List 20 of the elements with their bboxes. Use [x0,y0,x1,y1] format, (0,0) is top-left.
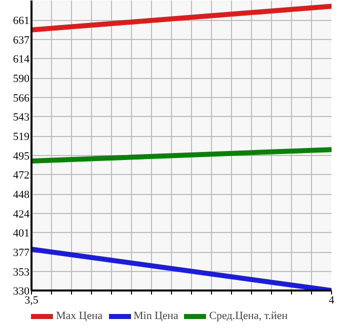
y-tick-label: 495 [13,150,30,163]
y-tick-label: 543 [13,112,30,124]
legend-label: Min Цена [134,310,178,322]
x-tick-label: 4 [328,294,335,306]
y-tick-label: 590 [13,73,30,86]
y-tick-label: 519 [13,131,30,144]
y-tick-label: 330 [13,286,30,298]
y-tick-label: 614 [13,54,30,66]
legend-label: Max Цена [56,310,103,322]
y-tick-label: 472 [13,170,30,182]
legend-label: Сред.Цена, т.йен [209,310,288,322]
y-tick-label: 661 [13,15,30,28]
y-tick-label: 424 [13,208,30,221]
x-tick-label: 3,5 [24,294,39,306]
y-tick-label: 637 [13,34,30,47]
y-tick-label: 353 [13,266,30,279]
y-tick-label: 401 [13,228,30,240]
y-tick-label: 448 [13,189,30,202]
y-tick-label: 377 [13,247,30,260]
y-tick-label: 566 [13,92,30,105]
